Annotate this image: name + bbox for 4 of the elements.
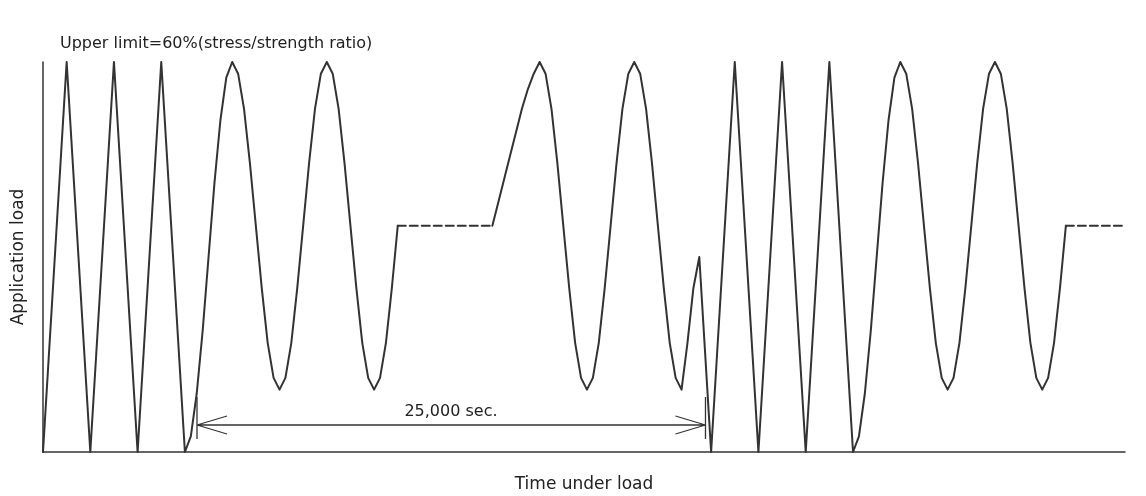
y-axis-title: Application load [6, 188, 27, 326]
text: Upper limit=60%(stress/strength ratio) [60, 32, 373, 52]
x-axis-title: Time under load [513, 472, 654, 493]
annotation: 25,000 sec. [404, 401, 498, 421]
